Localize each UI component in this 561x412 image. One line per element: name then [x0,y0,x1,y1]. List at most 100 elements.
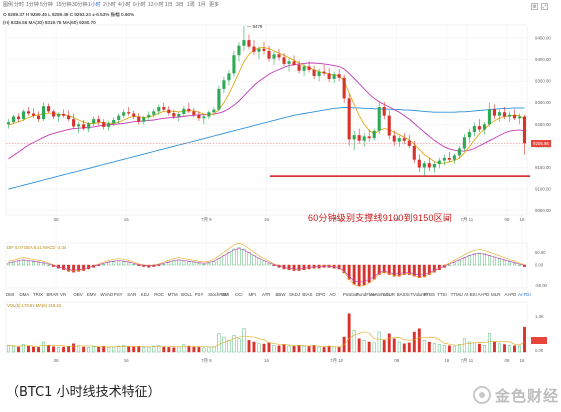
macd-bar [67,264,71,272]
macd-bar [217,258,221,266]
indicator-tab[interactable]: SKDJ [288,292,301,297]
timeframe-tab[interactable]: 4小时 [118,2,131,8]
indicator-tab[interactable]: WVAD [100,292,114,297]
indicator-tab[interactable]: VR [59,292,66,297]
indicator-tab[interactable]: Position [342,292,359,297]
timeframe-tab[interactable]: 更多 [209,2,220,8]
indicator-tab[interactable]: FundFlow [356,292,376,297]
macd-bar [252,255,256,266]
indicator-tab[interactable]: TVolume [410,292,428,297]
indicator-tab[interactable]: StochRSI [208,292,227,297]
indicator-tab[interactable]: AI-PD [504,292,517,297]
indicator-tab[interactable]: DPO [315,292,326,297]
indicator-tab[interactable]: TRIX [32,292,43,297]
timeframe-tab[interactable]: 1小时 [88,2,101,8]
indicator-tab[interactable]: MTM [167,292,178,297]
macd-tick-label: 50.00 [535,250,546,255]
timeframe-tab[interactable]: 1日 [165,2,173,8]
macd-bar [227,251,231,266]
ohlc-info-line: O 9289.37 H 9289.46 L 9289.46 C 9293.24 … [3,12,135,17]
indicator-tab[interactable]: AO [329,292,336,297]
indicator-tab[interactable]: BBW [275,292,286,297]
macd-bar [492,256,496,266]
candle-body [372,130,376,139]
candle-body [247,40,251,47]
indicator-tab[interactable]: AI-FDI [518,292,531,297]
date-tick-label: 08 [54,358,59,363]
volume-bar [137,346,141,353]
indicator-tab[interactable]: AI-NetVOL [369,292,392,297]
timeframe-tab[interactable]: 5分钟 [40,2,53,8]
volume-bar [172,347,176,353]
volume-bar [272,345,276,353]
macd-bar [247,251,251,266]
indicator-tab[interactable]: AI-BSI [464,292,477,297]
indicator-tab[interactable]: BOLL [181,292,193,297]
price-tick-label: 9100.00 [535,187,551,192]
candlestick-chart[interactable]: 9450.009400.009350.009300.009250.009200.… [0,0,561,370]
settings-icon[interactable]: ⚙ [531,3,538,10]
indicator-tab[interactable]: MLR [491,292,501,297]
timeframe-tab[interactable]: 1周 [187,2,195,8]
volume-bar [432,343,436,353]
timeframe-tab[interactable]: 15分钟 [56,2,72,8]
candle-body [57,113,61,117]
indicator-tab[interactable]: ROC [154,292,164,297]
candle-body [422,163,426,168]
indicator-tab[interactable]: SAR [127,292,137,297]
indicator-tab[interactable]: TTMU [450,292,463,297]
volume-bar [187,345,191,353]
date-tick-label: 16 [520,217,525,222]
indicator-tab[interactable]: EMV [86,292,97,297]
fullscreen-icon[interactable]: ⤢ [541,3,548,10]
indicator-tab[interactable]: AI-PD [477,292,490,297]
macd-bar [202,264,206,266]
indicator-tab[interactable]: PSY [113,292,123,297]
indicator-tab[interactable]: BIAS [302,292,313,297]
candle-body [392,135,396,142]
volume-bar [17,346,20,353]
candle-body [477,126,481,130]
volume-bar [117,345,121,353]
timeframe-tab[interactable]: 6小时 [133,2,146,8]
timeframe-tab[interactable]: 3日 [176,2,184,8]
indicator-tab[interactable]: BASIS [396,292,410,297]
timeframe-tab[interactable]: 12小时 [148,2,164,8]
indicator-tab[interactable]: FTBS [423,292,435,297]
timeframe-tab[interactable]: 1分钟 [26,2,39,8]
timeframe-tab[interactable]: 30分钟 [72,2,88,8]
indicator-tab[interactable]: LSUR [383,292,395,297]
indicator-tab[interactable]: OBV [73,292,83,297]
indicator-tab[interactable]: ATR [262,292,271,297]
volume-bar [157,345,161,353]
volume-bar [87,347,91,353]
candle-body [322,71,326,74]
candle-body [512,114,517,119]
timeframe-tab[interactable]: 图例 [3,2,14,8]
candle-body [462,137,466,149]
volume-bar [132,346,136,353]
indicator-tab[interactable]: DMA [19,292,30,297]
candle-body [312,69,316,76]
timeframe-tab[interactable]: 2小时 [103,2,116,8]
indicator-tab[interactable]: DMI [6,292,15,297]
date-tick-label: 16 [264,358,269,363]
indicator-tab[interactable]: TTSI [437,292,447,297]
volume-bar [107,347,111,353]
indicator-tab[interactable]: MFI [248,292,257,297]
indicator-tab[interactable]: KDJ [140,292,150,297]
indicator-tab[interactable]: SMI [221,292,230,297]
macd-header: DIF 6.07 DEA 8.41 MACD -2.34 [7,245,67,250]
candle-body [152,111,156,115]
timeframe-tab[interactable]: 分时 [14,2,25,8]
indicator-tab[interactable]: PSY [194,292,204,297]
candle-body [162,107,166,110]
indicator-tab[interactable]: CCI [235,292,243,297]
timeframe-tab[interactable]: 1月 [198,2,206,8]
date-tick-label: 7月 11 [461,217,474,223]
macd-bar [112,261,116,266]
macd-bar [167,262,171,266]
indicator-tab[interactable]: BRAR [46,292,59,297]
macd-bar [397,264,401,277]
candle-body [147,114,151,118]
